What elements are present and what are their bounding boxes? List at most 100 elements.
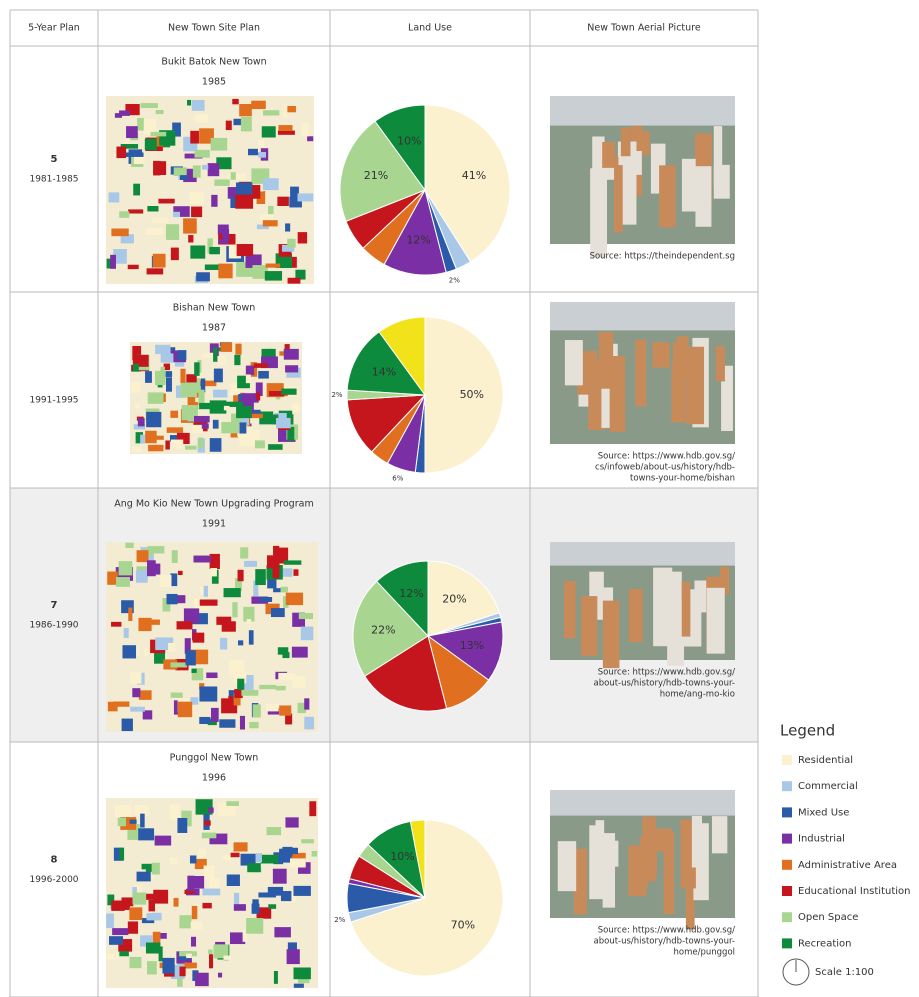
- map-patch: [144, 893, 160, 900]
- map-patch: [108, 192, 120, 203]
- map-patch: [183, 962, 197, 969]
- plan-number: 8: [51, 855, 58, 866]
- map-patch: [251, 903, 260, 914]
- slice-label: 50%: [460, 388, 484, 401]
- legend-label: Commercial: [798, 781, 858, 792]
- map-patch: [153, 160, 161, 176]
- pie-slice: [378, 316, 426, 397]
- map-patch: [217, 972, 223, 978]
- map-patch: [287, 426, 295, 441]
- map-patch: [238, 640, 244, 646]
- map-patch: [267, 573, 277, 589]
- map-patch: [202, 902, 212, 909]
- map-patch: [286, 105, 296, 113]
- map-patch: [293, 967, 311, 980]
- map-patch: [307, 136, 314, 142]
- map-patch: [276, 568, 293, 577]
- map-patch: [246, 413, 263, 419]
- map-patch: [179, 175, 188, 181]
- map-patch: [239, 433, 257, 447]
- photo-building: [620, 127, 631, 157]
- map-patch: [107, 571, 118, 585]
- map-patch: [147, 392, 164, 404]
- map-patch: [190, 697, 199, 705]
- map-patch: [142, 710, 153, 720]
- map-patch: [183, 608, 200, 624]
- map-patch: [240, 547, 249, 559]
- map-patch: [230, 172, 236, 180]
- photo-building: [564, 340, 583, 386]
- map-patch: [285, 713, 293, 725]
- map-patch: [235, 182, 253, 197]
- map-patch: [172, 122, 181, 137]
- map-patch: [166, 427, 184, 433]
- photo-source: Source: https://www.hdb.gov.sg/: [598, 926, 735, 936]
- photo-building: [685, 850, 695, 930]
- map-patch: [147, 961, 157, 975]
- map-patch: [255, 382, 263, 397]
- map-patch: [190, 936, 197, 947]
- map-patch: [240, 853, 256, 866]
- map-patch: [208, 807, 214, 813]
- map-patch: [282, 652, 290, 659]
- map-patch: [221, 698, 238, 714]
- map-patch: [198, 437, 204, 448]
- map-patch: [236, 405, 252, 419]
- legend-label: Educational Institution: [798, 886, 910, 897]
- map-patch: [277, 130, 295, 135]
- map-patch: [146, 268, 164, 275]
- map-patch: [129, 819, 137, 824]
- map-patch: [211, 194, 218, 207]
- photo-building: [628, 588, 643, 643]
- map-patch: [190, 130, 199, 144]
- map-patch: [169, 347, 176, 354]
- map-patch: [128, 607, 133, 621]
- map-patch: [283, 103, 288, 118]
- pie-slice: [346, 331, 427, 396]
- map-patch: [137, 418, 145, 427]
- photo-building: [624, 150, 642, 175]
- plan-period: 1991-1995: [29, 396, 78, 406]
- map-patch: [263, 110, 280, 116]
- map-patch: [106, 953, 119, 960]
- plan-period: 1981-1985: [29, 175, 78, 185]
- map-patch: [292, 676, 306, 689]
- map-patch: [127, 264, 139, 270]
- photo-building: [595, 820, 605, 878]
- map-patch: [223, 588, 241, 598]
- map-patch: [204, 820, 211, 826]
- map-patch: [256, 392, 261, 401]
- map-patch: [274, 927, 291, 938]
- photo-source: about-us/history/hdb-towns-your-: [594, 937, 735, 947]
- photo-building: [691, 815, 702, 868]
- map-patch: [230, 852, 240, 858]
- map-patch: [244, 560, 258, 567]
- map-patch: [170, 439, 184, 447]
- pie-slice: [374, 104, 426, 192]
- pie-slice: [363, 635, 448, 712]
- map-patch: [266, 704, 279, 712]
- map-patch: [301, 839, 314, 844]
- map-patch: [163, 363, 171, 371]
- slice-label: 6%: [392, 475, 403, 483]
- map-patch: [232, 602, 238, 618]
- map-patch: [127, 921, 139, 934]
- map-patch: [304, 698, 310, 710]
- photo-building: [573, 848, 587, 915]
- photo-building: [659, 165, 676, 228]
- plan-number: 7: [51, 600, 58, 611]
- photo-source: home/ang-mo-kio: [660, 690, 735, 700]
- map-patch: [286, 367, 301, 378]
- map-patch: [246, 918, 264, 934]
- map-patch: [152, 217, 168, 224]
- slice-label: 2%: [449, 276, 460, 284]
- photo-building: [681, 158, 696, 212]
- map-patch: [199, 599, 218, 606]
- map-patch: [150, 131, 167, 137]
- map-patch: [147, 560, 156, 577]
- plan-year: 1985: [202, 77, 226, 88]
- map-patch: [255, 853, 262, 863]
- map-patch: [177, 350, 187, 361]
- map-patch: [186, 953, 192, 959]
- photo-building: [557, 841, 577, 892]
